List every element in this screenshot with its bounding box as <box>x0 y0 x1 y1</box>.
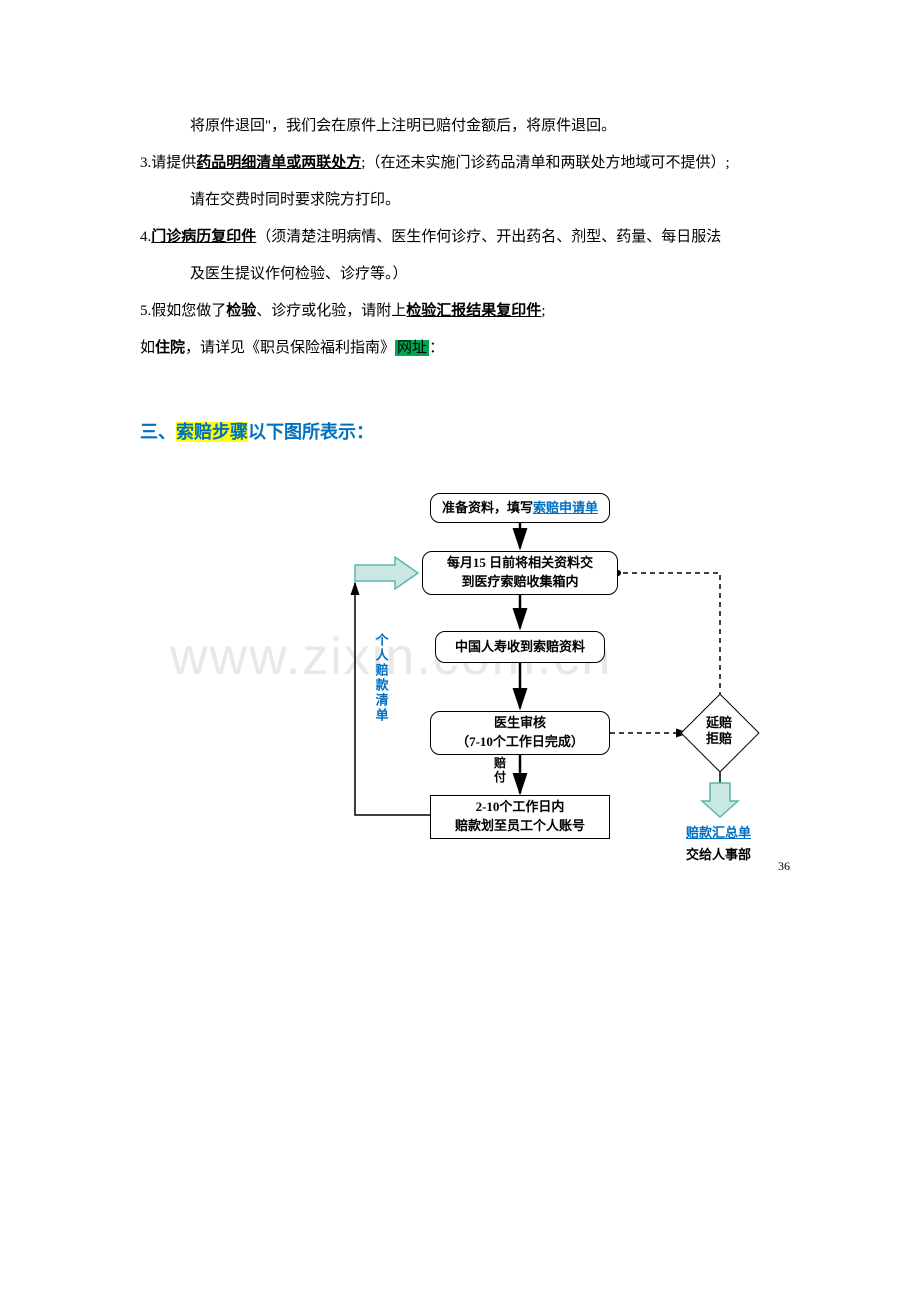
flow-box-payment: 2-10个工作日内 赔款划至员工个人账号 <box>430 795 610 839</box>
item-number: 4. <box>140 221 151 254</box>
text: 如 <box>140 340 155 356</box>
box2-line1: 每月15 日前将相关资料交 <box>447 554 593 572</box>
text: ;（在还未实施门诊药品清单和两联处方地域可不提供）; <box>361 155 729 171</box>
section-prefix: 三、 <box>140 422 176 442</box>
box2-line2: 到医疗索赔收集箱内 <box>461 573 578 591</box>
item-4-cont: 及医生提议作何检验、诊疗等。） <box>140 258 810 291</box>
diamond-text: 延赔 拒赔 <box>706 715 732 749</box>
text: 请提供 <box>151 155 196 171</box>
box1-text: 准备资料，填写 <box>442 500 533 515</box>
text: ，请详见《职员保险福利指南》 <box>185 340 395 356</box>
flow-box-prepare: 准备资料，填写索赔申请单 <box>430 493 610 523</box>
item-number: 5. <box>140 295 151 328</box>
text: ; <box>541 303 545 319</box>
list-item-4: 4. 门诊病历复印件（须清楚注明病情、医生作何诊疗、开出药名、剂型、药量、每日服… <box>140 221 810 254</box>
box5-line2: 赔款划至员工个人账号 <box>455 817 585 835</box>
box3-text: 中国人寿收到索赔资料 <box>455 638 585 656</box>
flow-box-review: 医生审核 （7-10个工作日完成） <box>430 711 610 755</box>
box4-line1: 医生审核 <box>494 714 546 732</box>
document-body: 将原件退回"，我们会在原件上注明已赔付金额后，将原件退回。 3. 请提供药品明细… <box>140 110 810 365</box>
section-suffix: 以下图所表示： <box>248 422 374 442</box>
continuation-line: 将原件退回"，我们会在原件上注明已赔付金额后，将原件退回。 <box>140 110 810 143</box>
item-3-cont: 请在交费时同时要求院方打印。 <box>140 184 810 217</box>
list-item-5: 5. 假如您做了检验、诊疗或化验，请附上检验汇报结果复印件; <box>140 295 810 328</box>
claims-flowchart: 准备资料，填写索赔申请单 每月15 日前将相关资料交 到医疗索赔收集箱内 中国人… <box>240 493 790 893</box>
list-item-3: 3. 请提供药品明细清单或两联处方;（在还未实施门诊药品清单和两联处方地域可不提… <box>140 147 810 180</box>
box4-line2: （7-10个工作日完成） <box>456 733 584 751</box>
section-3-header: 三、索赔步骤以下图所表示： <box>140 413 810 453</box>
emphasized-text: 药品明细清单或两联处方 <box>196 155 361 171</box>
flow-box-receive: 中国人寿收到索赔资料 <box>435 631 605 663</box>
emphasized-text: 检验汇报结果复印件 <box>406 303 541 319</box>
text: 假如您做了 <box>151 303 226 319</box>
hr-dept-label: 交给人事部 <box>686 841 751 870</box>
flow-box-submit: 每月15 日前将相关资料交 到医疗索赔收集箱内 <box>422 551 618 595</box>
item-number: 3. <box>140 147 151 180</box>
compensate-label: 赔付 <box>494 756 506 785</box>
claim-form-link[interactable]: 索赔申请单 <box>533 500 598 515</box>
section-highlight: 索赔步骤 <box>176 422 248 442</box>
bold-text: 检验 <box>226 303 256 319</box>
text: 、诊疗或化验，请附上 <box>256 303 406 319</box>
text: ： <box>429 340 444 356</box>
box5-line1: 2-10个工作日内 <box>476 798 565 816</box>
diamond-line1: 延赔 <box>706 715 732 732</box>
personal-refund-label: 个人赔款清单 <box>366 633 395 723</box>
hospitalization-line: 如住院，请详见《职员保险福利指南》网址： <box>140 332 810 365</box>
diamond-line2: 拒赔 <box>706 731 732 748</box>
highlighted-link-text: 网址 <box>395 340 429 356</box>
bold-text: 住院 <box>155 340 185 356</box>
text: （须清楚注明病情、医生作何诊疗、开出药名、剂型、药量、每日服法 <box>256 229 721 245</box>
emphasized-text: 门诊病历复印件 <box>151 229 256 245</box>
